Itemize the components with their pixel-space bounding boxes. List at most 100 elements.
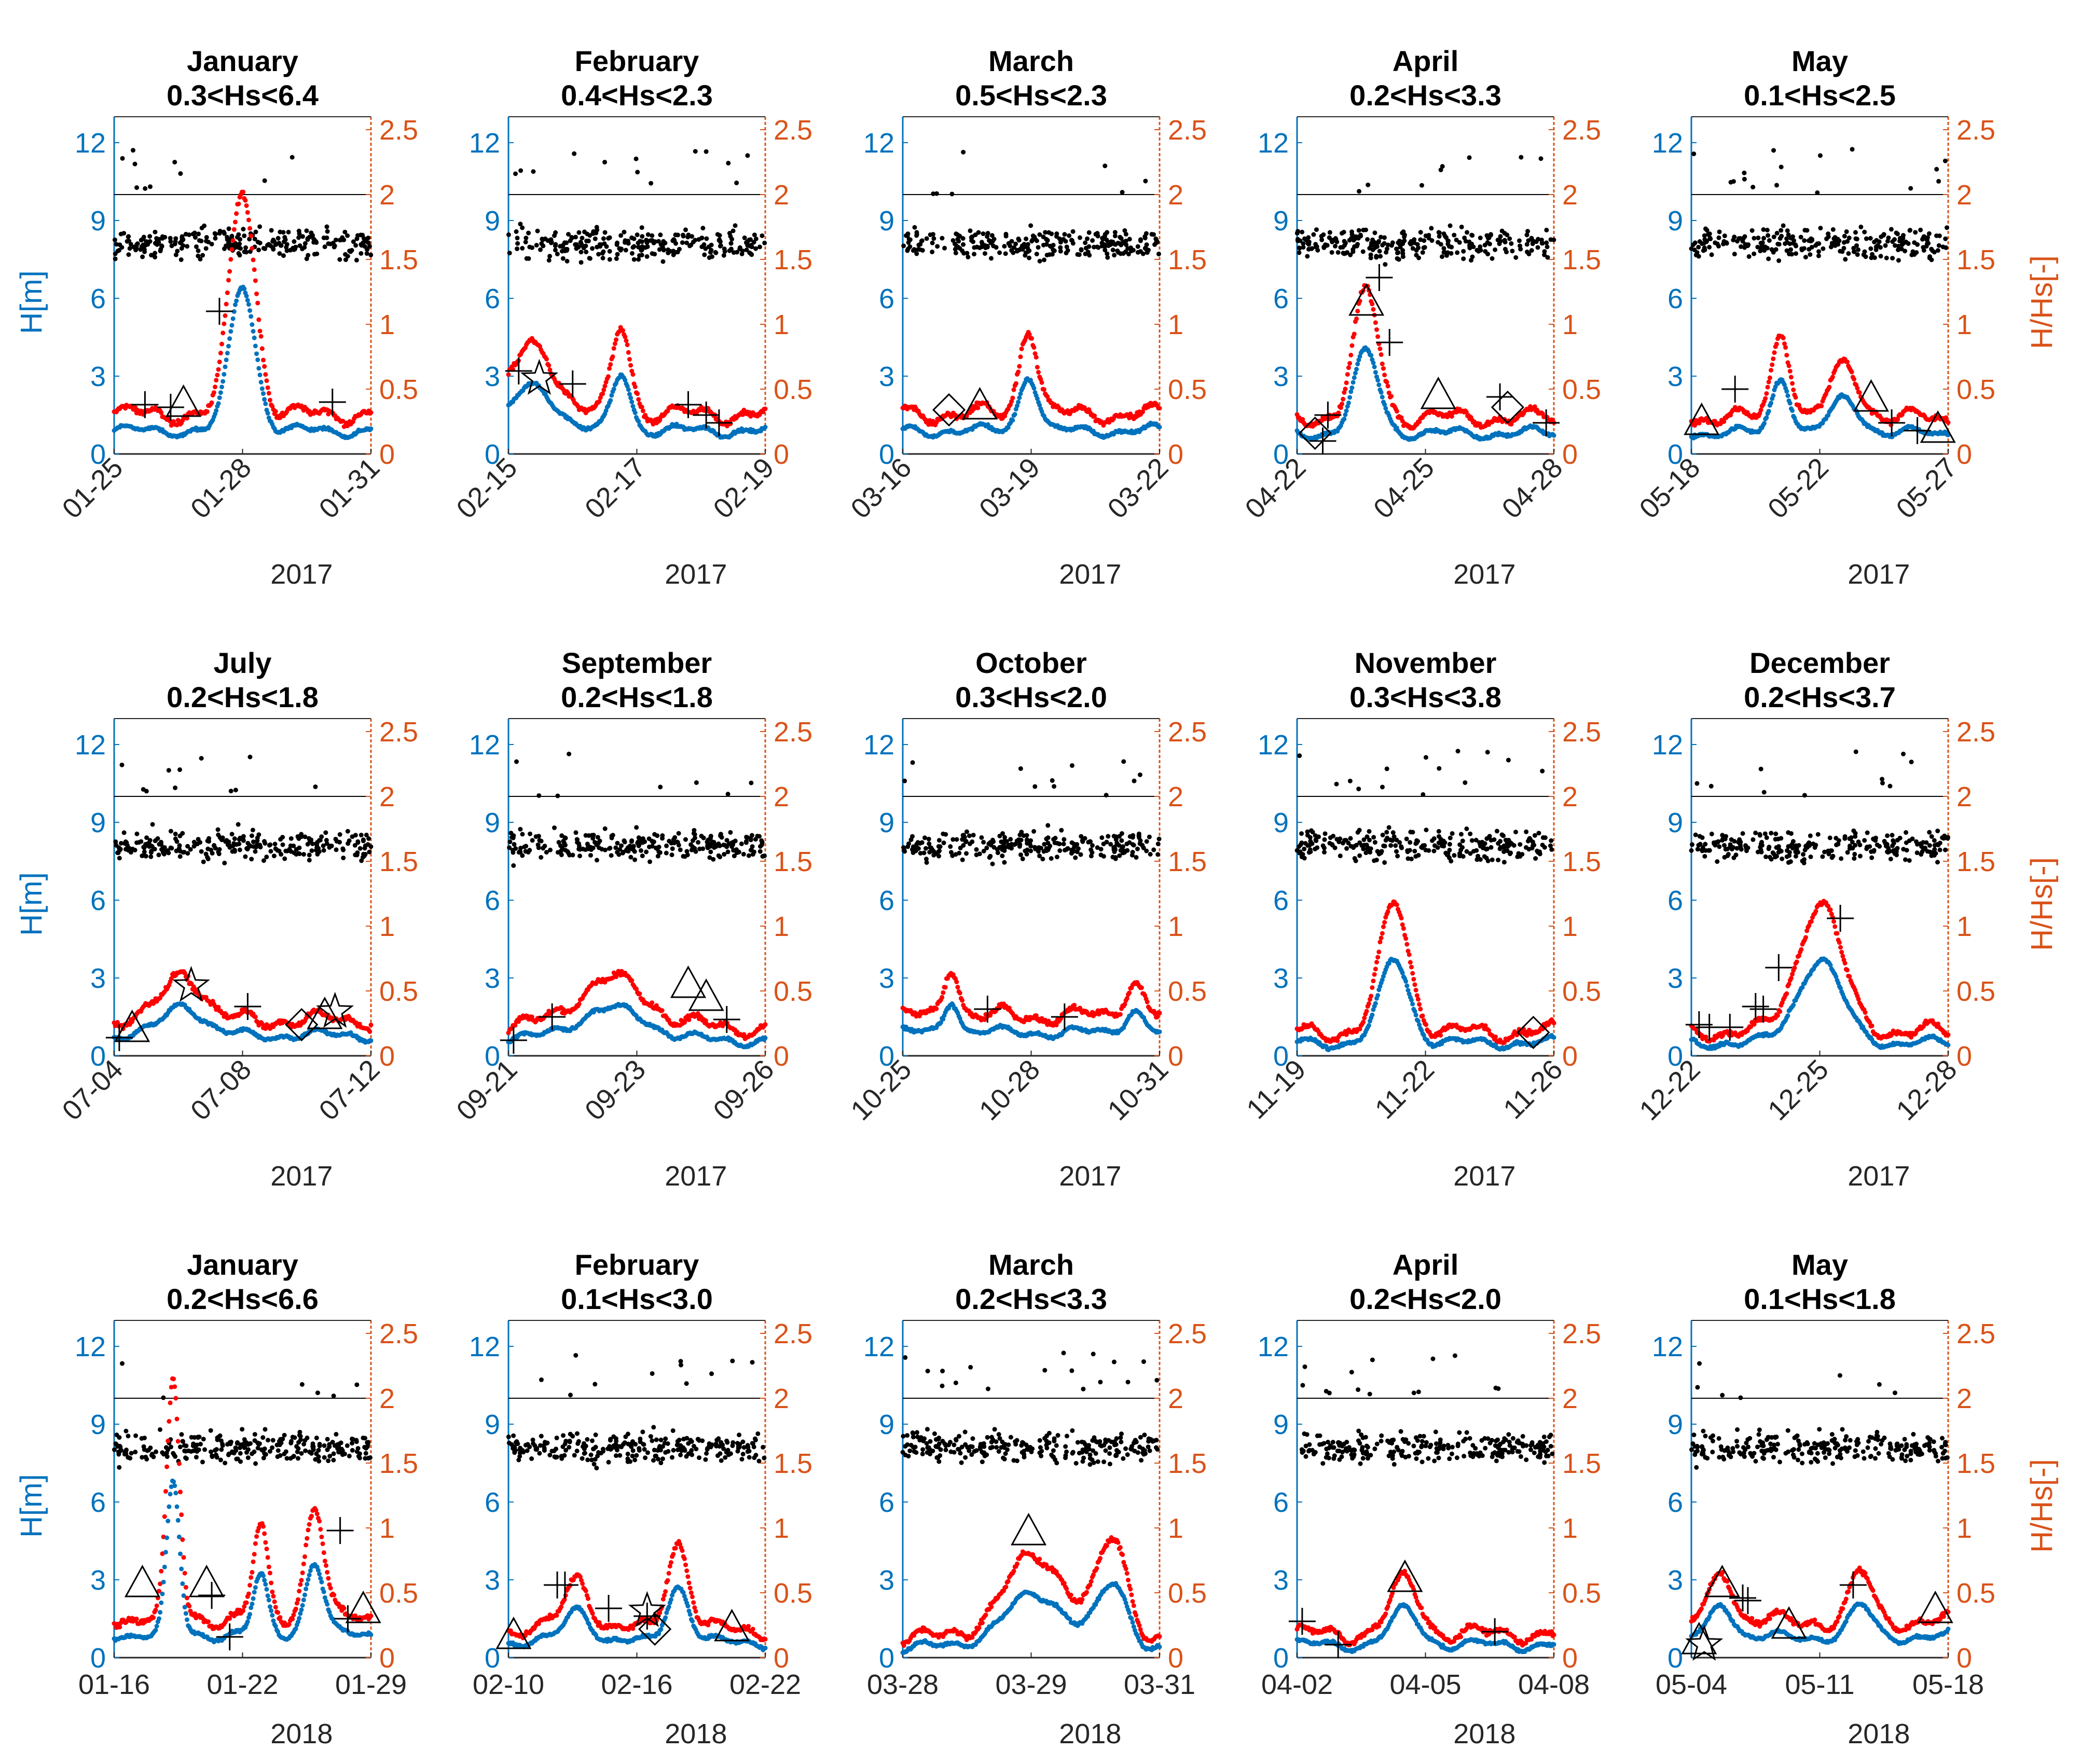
black-point	[362, 244, 367, 249]
black-point	[112, 237, 117, 242]
x-tick-label: 01-31	[313, 452, 385, 525]
black-point	[144, 239, 149, 244]
black-point	[515, 241, 520, 246]
black-point	[664, 843, 669, 848]
black-point	[636, 244, 641, 250]
black-point	[1722, 233, 1727, 239]
black-point	[284, 244, 289, 250]
black-point	[520, 853, 525, 858]
black-point	[644, 849, 649, 855]
right-tick-label: 1.5	[1956, 244, 1995, 275]
black-point	[1766, 256, 1771, 261]
black-point	[250, 828, 255, 833]
black-point	[722, 246, 727, 252]
black-point	[655, 853, 660, 859]
black-point	[1914, 250, 1919, 255]
red-point	[1764, 391, 1769, 396]
black-point	[660, 259, 666, 264]
black-point	[221, 229, 226, 235]
blue-point	[224, 357, 229, 363]
black-point	[940, 236, 945, 241]
black-point	[284, 248, 290, 253]
black-point	[1051, 242, 1056, 247]
black-point	[280, 835, 285, 840]
black-point	[140, 254, 145, 259]
black-point	[558, 843, 563, 848]
black-point	[985, 231, 990, 236]
black-point	[670, 846, 675, 851]
black-point	[351, 239, 356, 244]
black-point	[1138, 237, 1143, 242]
black-point	[134, 831, 140, 836]
black-point	[693, 849, 698, 854]
black-point	[1694, 250, 1700, 255]
blue-point	[255, 357, 260, 362]
x-tick-label: 03-22	[1101, 452, 1174, 525]
black-point	[928, 232, 933, 237]
x-tick-label: 01-28	[185, 452, 257, 525]
black-point	[905, 248, 910, 253]
black-point	[227, 241, 232, 246]
blue-point	[260, 391, 266, 396]
black-point	[1762, 244, 1768, 250]
blue-point	[1031, 385, 1037, 391]
black-point	[602, 826, 608, 831]
black-point	[588, 853, 593, 858]
red-point	[1011, 387, 1016, 392]
black-point	[661, 247, 667, 252]
black-point	[578, 260, 584, 265]
left-tick-label: 3	[485, 963, 500, 994]
year-label: 2017	[1453, 559, 1515, 590]
black-point	[1063, 239, 1068, 244]
black-point	[749, 847, 754, 852]
black-point	[718, 243, 723, 249]
black-point	[717, 233, 722, 238]
red-point	[211, 390, 216, 395]
black-point	[1442, 233, 1448, 239]
black-point	[1852, 249, 1857, 254]
black-point	[1895, 231, 1900, 237]
black-point	[600, 251, 605, 256]
black-point	[196, 248, 201, 253]
black-point	[1793, 251, 1798, 256]
red-point	[216, 367, 221, 372]
black-point	[263, 840, 268, 846]
red-point	[975, 405, 981, 410]
black-point	[237, 253, 242, 258]
right-tick-label: 1	[1168, 309, 1183, 340]
black-point	[510, 848, 515, 853]
black-point	[685, 852, 690, 858]
black-point	[644, 238, 649, 243]
black-point	[1761, 227, 1766, 232]
black-point	[676, 831, 681, 836]
blue-point	[214, 408, 219, 413]
black-point	[961, 242, 966, 247]
black-point	[1421, 245, 1426, 251]
black-point	[180, 238, 185, 243]
black-point	[746, 853, 751, 858]
black-point	[1918, 227, 1923, 232]
black-point	[249, 857, 254, 862]
black-point	[914, 251, 919, 256]
red-point	[610, 354, 615, 360]
red-point	[605, 374, 611, 379]
black-point	[1121, 251, 1126, 256]
black-point	[756, 834, 762, 839]
black-point	[301, 852, 306, 857]
black-point	[914, 230, 919, 235]
black-point	[607, 257, 612, 262]
black-point	[997, 250, 1002, 255]
red-point	[1013, 381, 1018, 386]
triangle-marker	[166, 384, 202, 417]
black-point	[352, 843, 357, 848]
black-point	[222, 246, 227, 251]
black-point	[363, 851, 368, 857]
black-point	[153, 255, 158, 260]
red-point	[249, 233, 254, 239]
black-point	[576, 230, 582, 235]
blue-point	[257, 373, 263, 378]
black-ratio-series	[506, 149, 767, 265]
black-point	[580, 236, 585, 241]
red-point	[252, 267, 257, 272]
black-point	[237, 241, 242, 246]
